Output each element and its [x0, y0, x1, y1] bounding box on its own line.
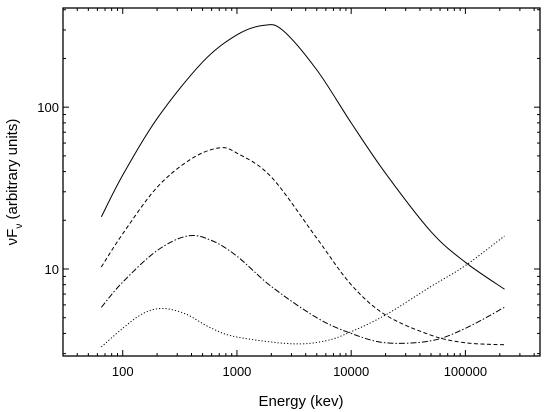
tick-labels: 100 1000 10000 100000 10 100	[37, 100, 487, 379]
x-axis-title: Energy (kev)	[258, 393, 343, 410]
x-tick-label: 1000	[222, 364, 251, 379]
y-axis-title-suffix: (arbitrary units)	[4, 119, 21, 224]
x-tick-label: 100	[112, 364, 134, 379]
series-line-4	[101, 235, 505, 348]
y-axis-title-subscript: ν	[14, 224, 25, 229]
series-line-1	[100, 24, 505, 290]
y-tick-label: 100	[37, 100, 59, 115]
y-axis-title: νFν (arbitrary units)	[4, 119, 25, 246]
series-line-3	[100, 234, 505, 344]
series-layer	[100, 24, 505, 348]
x-tick-label: 100000	[444, 364, 487, 379]
y-tick-label: 10	[45, 262, 59, 277]
plot-frame	[62, 7, 541, 357]
y-axis-title-prefix: νF	[4, 229, 21, 246]
x-tick-label: 10000	[333, 364, 369, 379]
series-line-2	[100, 147, 505, 346]
axis-ticks	[62, 8, 540, 356]
